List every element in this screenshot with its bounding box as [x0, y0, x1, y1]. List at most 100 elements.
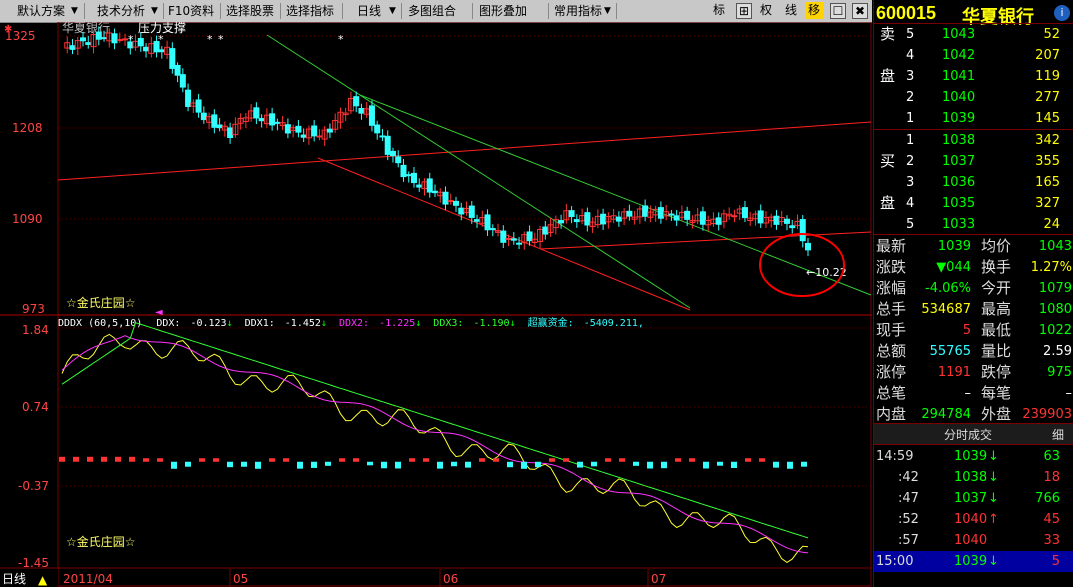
buy-row[interactable]: 买 2 1037 355 — [874, 151, 1073, 172]
ddx-bar — [311, 461, 317, 468]
select-indicator-menu[interactable]: 选择指标 — [286, 4, 335, 18]
trade-row[interactable]: :47 1037 ↓ 766 — [874, 488, 1073, 509]
toolbar-divider — [84, 3, 85, 19]
candle-body — [552, 219, 559, 229]
candle-body — [453, 200, 460, 206]
multi-chart-menu[interactable]: 多图组合 — [408, 4, 457, 18]
candle-body — [74, 40, 81, 49]
triangle-up-icon[interactable]: ▲ — [38, 573, 48, 587]
info-icon[interactable]: i — [1054, 5, 1070, 21]
ddx-bar — [493, 458, 499, 462]
candle-body — [747, 217, 754, 221]
period-box[interactable] — [0, 569, 58, 587]
trade-row[interactable]: 14:59 1039 ↓ 63 — [874, 446, 1073, 467]
buy-row[interactable]: 1 1038 342 — [874, 130, 1073, 151]
sell-row[interactable]: 盘 3 1041 119 — [874, 66, 1073, 87]
trade-time: :57 — [898, 533, 919, 548]
trades-detail-button[interactable]: 细 — [1052, 428, 1065, 442]
default-scheme-menu[interactable]: 默认方案 — [17, 4, 66, 18]
candle-body — [332, 119, 339, 130]
trade-row[interactable]: 15:00 1039 ↓ 5 — [874, 551, 1073, 572]
chevron-down-icon[interactable]: ▼ — [604, 6, 611, 16]
line-button[interactable]: 线 — [784, 3, 797, 17]
candle-body — [474, 219, 481, 222]
ddx-bar — [73, 456, 79, 462]
trade-row[interactable]: :42 1038 ↓ 18 — [874, 467, 1073, 488]
overlay-menu[interactable]: 图形叠加 — [479, 4, 528, 18]
sell-row[interactable]: 卖 5 1043 52 — [874, 24, 1073, 45]
stat-value: 1022 — [1038, 323, 1072, 338]
chevron-down-icon[interactable]: ▼ — [151, 6, 158, 16]
f10-info-menu[interactable]: F10资料 — [168, 4, 215, 18]
stat-label: 今开 — [981, 279, 1012, 297]
period-label[interactable]: 日线 — [2, 572, 26, 586]
stat-value: 534687 — [921, 302, 971, 317]
chevron-down-icon[interactable]: ▼ — [389, 6, 396, 16]
candle-body — [300, 134, 307, 138]
rights-button[interactable]: 权 — [759, 3, 772, 17]
candle-body — [185, 89, 192, 107]
stat-row: 总手 534687 最高 1080 — [874, 299, 1073, 320]
sell-row[interactable]: 2 1040 277 — [874, 87, 1073, 108]
ddx-bar — [521, 461, 527, 469]
kline-chart[interactable]: 1325 1208 1090 973 1.84 0.74 -0.37 -1.45… — [0, 22, 872, 587]
quote-panel: 600015 华夏银行 i 卖 5 1043 52 4 1042 207 盘 3 1041 119 2… — [873, 0, 1073, 587]
select-stock-menu[interactable]: 选择股票 — [226, 4, 275, 18]
sell-row[interactable]: 1 1039 145 — [874, 108, 1073, 129]
stock-name: 华夏银行 — [962, 7, 1034, 28]
candle-body — [741, 207, 748, 219]
ddx-bar — [395, 461, 401, 469]
ddx3-value: -1.190 — [473, 318, 509, 329]
common-indicators-menu[interactable]: 常用指标 — [554, 4, 603, 18]
trade-time: :42 — [898, 470, 919, 485]
trend-line — [266, 34, 691, 309]
ddx-bar — [675, 458, 681, 462]
buy-row[interactable]: 5 1033 24 — [874, 214, 1073, 235]
sell-price: 1042 — [942, 48, 976, 63]
stat-label: 均价 — [981, 237, 1012, 255]
buy-row[interactable]: 盘 4 1035 327 — [874, 193, 1073, 214]
trade-row[interactable]: :52 1040 ↑ 45 — [874, 509, 1073, 530]
stat-label: 涨幅 — [876, 279, 907, 297]
arrow-down-icon: ↓ — [415, 318, 421, 329]
ddx-bar — [143, 458, 149, 462]
candle-body — [379, 135, 386, 138]
candle-body — [389, 150, 396, 157]
stat-label: 现手 — [876, 321, 907, 339]
candle-body — [799, 219, 806, 242]
candle-body — [279, 122, 286, 126]
daily-period-menu[interactable]: 日线 — [357, 4, 382, 18]
candle-body — [584, 212, 591, 226]
trade-row[interactable]: :57 1040 33 — [874, 530, 1073, 551]
sell-row[interactable]: 4 1042 207 — [874, 45, 1073, 66]
stat-label: 最新 — [876, 237, 907, 255]
ddx1-value: -1.452 — [285, 318, 321, 329]
candle-body — [715, 217, 722, 225]
sell-price: 1039 — [942, 111, 976, 126]
asterisk-marker: * — [207, 33, 213, 46]
close-icon[interactable]: ✖ — [852, 3, 868, 19]
candle-body — [353, 96, 360, 107]
technical-analysis-menu[interactable]: 技术分析 — [97, 4, 146, 18]
buy-row[interactable]: 3 1036 165 — [874, 172, 1073, 193]
chevron-down-icon[interactable]: ▼ — [71, 6, 78, 16]
ddx-tick-label: 1.84 — [22, 323, 49, 337]
ddx-bar — [227, 461, 233, 468]
candle-body — [720, 213, 727, 223]
mark-button[interactable]: 标 — [712, 3, 725, 17]
ddx2-value: -1.225 — [379, 318, 415, 329]
move-button[interactable]: 移 — [805, 2, 823, 19]
ddx-tick-label: -0.37 — [18, 479, 49, 493]
grid-icon[interactable]: ⊞ — [736, 3, 752, 19]
ddx-bar — [661, 461, 667, 469]
window-icon[interactable]: ☐ — [830, 3, 846, 19]
stat-value: 1043 — [1038, 239, 1072, 254]
candle-body — [558, 220, 565, 224]
buy-volume: 342 — [1035, 133, 1060, 148]
stat-label: 总笔 — [876, 384, 907, 402]
candle-body — [458, 207, 465, 215]
ddx-bar — [773, 461, 779, 468]
stat-row: 内盘 294784 外盘 239903 — [874, 404, 1073, 425]
candle-body — [295, 125, 302, 133]
sell-volume: 145 — [1035, 111, 1060, 126]
